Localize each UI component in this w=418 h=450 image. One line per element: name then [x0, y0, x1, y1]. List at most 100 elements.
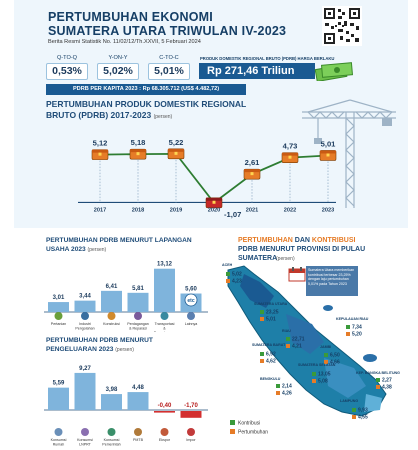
category-icon	[134, 312, 142, 320]
chest-lid	[320, 150, 336, 154]
category-label: Perdagangan	[127, 322, 149, 326]
chest-lid	[282, 152, 298, 156]
region-south	[324, 358, 366, 398]
x-tick-label: 2019	[170, 207, 182, 213]
province-name: KEPULAUAN RIAU	[336, 317, 369, 321]
province-name: KEP. BANGKA BELITUNG	[356, 371, 400, 375]
contribution-swatch	[324, 353, 328, 357]
category-label: PMTB	[133, 438, 144, 442]
data-point-2021	[243, 168, 261, 180]
growth-swatch	[352, 415, 356, 419]
province-contribution: 23,25	[266, 310, 279, 316]
bar-value-label: -0,40	[158, 403, 172, 409]
category-label: Rumah	[53, 443, 65, 447]
ctoc-value: 5,01%	[148, 63, 190, 80]
province-contribution: 6,50	[330, 353, 340, 359]
bar-value-label: 4,48	[132, 385, 144, 391]
bar-value-label: 6,41	[106, 284, 118, 290]
category-label: Pertanian	[51, 322, 66, 326]
province-name: BENGKULU	[260, 377, 281, 381]
crane-icon	[302, 99, 396, 208]
province-growth: 4,38	[382, 385, 392, 391]
province-contribution: 2,27	[382, 378, 392, 384]
category-icon	[160, 312, 169, 320]
bar-2	[101, 394, 122, 410]
bar-2	[101, 290, 122, 312]
growth-swatch	[260, 359, 264, 363]
chest-lid	[130, 149, 146, 153]
category-icon	[54, 428, 63, 436]
province-sumatera-selatan: SUMATERA SELATAN 13,055,08	[298, 363, 336, 385]
category-label: & Reparasi	[129, 327, 147, 331]
map-unit: (persen)	[276, 256, 295, 262]
bar-5	[180, 411, 202, 418]
contribution-swatch	[286, 337, 290, 341]
province-contribution: 22,71	[292, 337, 305, 343]
data-point-2020	[205, 197, 223, 209]
sector-chart-title-text: PERTUMBUHAN PDRB MENURUT LAPANGAN USAHA …	[46, 237, 192, 253]
line-chart-title-text: PERTUMBUHAN PRODUK DOMESTIK REGIONAL BRU…	[46, 99, 247, 120]
province-kepulauan-riau: KEPULAUAN RIAU 7,345,20	[336, 317, 369, 338]
contribution-swatch	[226, 272, 230, 276]
map-title-contribution: KONTRIBUSI	[311, 237, 356, 244]
category-icon	[187, 428, 195, 436]
page-title-line2: SUMATERA UTARA TRIWULAN IV-2023	[48, 24, 287, 38]
pdrb-value: Rp 271,46 Triliun	[199, 63, 315, 79]
growth-swatch	[260, 317, 264, 321]
legend-swatch	[230, 420, 235, 425]
category-icon	[54, 312, 63, 320]
chest-lock	[98, 152, 102, 156]
growth-swatch	[286, 344, 290, 348]
category-label: Konsumsi	[51, 438, 67, 442]
province-growth: 5,01	[266, 317, 276, 323]
growth-swatch	[324, 360, 328, 364]
bar-0	[48, 302, 69, 312]
category-label: Konsumsi	[77, 438, 93, 442]
data-label: 2,61	[245, 158, 261, 167]
x-tick-label: 2021	[246, 207, 258, 213]
category-label: Pergudangan	[154, 331, 176, 332]
contribution-swatch	[276, 384, 280, 388]
province-name: JAMBI	[320, 345, 331, 349]
data-label: 5,18	[131, 138, 146, 147]
yony-label: Y-ON-Y	[108, 55, 128, 61]
region-riau	[286, 314, 324, 354]
category-icon	[160, 428, 169, 436]
x-tick-label: 2022	[284, 207, 296, 213]
category-icon	[81, 312, 89, 320]
map-title-line2: PDRB MENURUT PROVINSI DI PULAU	[238, 246, 366, 253]
bar-value-label: -1,70	[184, 403, 198, 409]
region-north	[240, 274, 274, 308]
province-contribution: 7,34	[352, 325, 362, 331]
data-point-2019	[167, 148, 185, 160]
province-growth: 4,21	[292, 344, 302, 350]
qr-code-icon	[322, 6, 362, 46]
category-icon	[81, 428, 89, 436]
region-bangka-belitung	[363, 354, 377, 362]
growth-swatch	[276, 391, 280, 395]
map-note: Sumatera Utara memberikan kontribusi ter…	[306, 266, 358, 296]
province-jambi: JAMBI 6,504,66	[320, 345, 340, 366]
chest-lock	[288, 155, 292, 159]
expenditure-chart-title-text: PERTUMBUHAN PDRB MENURUT PENGELUARAN 202…	[46, 337, 153, 353]
province-aceh: ACEH 5,024,23	[222, 263, 242, 285]
category-label: Pengolahan	[75, 327, 94, 331]
province-sumatera-utara: SUMATERA UTARA 23,255,01	[254, 302, 288, 323]
province-name: LAMPUNG	[340, 399, 358, 403]
province-sumatera-barat: SUMATERA BARAT 6,924,62	[252, 343, 286, 365]
etc-icon	[184, 293, 198, 307]
category-label: Konstruksi	[103, 322, 120, 326]
contribution-swatch	[260, 310, 264, 314]
pdrb-growth-line-chart: 5,12 2017 5,18 2018 5,22 2019 -1,07 2020 2,61 202…	[78, 138, 337, 219]
data-point-2022	[281, 152, 299, 163]
category-label: LNPRT	[79, 443, 92, 447]
chest-lid	[244, 169, 260, 173]
bar-value-label: 5,81	[132, 286, 144, 292]
yony-value: 5,02%	[97, 63, 139, 80]
expenditure-chart-title: PERTUMBUHAN PDRB MENURUT PENGELUARAN 202…	[46, 336, 196, 355]
etc-label: etc	[187, 298, 194, 304]
